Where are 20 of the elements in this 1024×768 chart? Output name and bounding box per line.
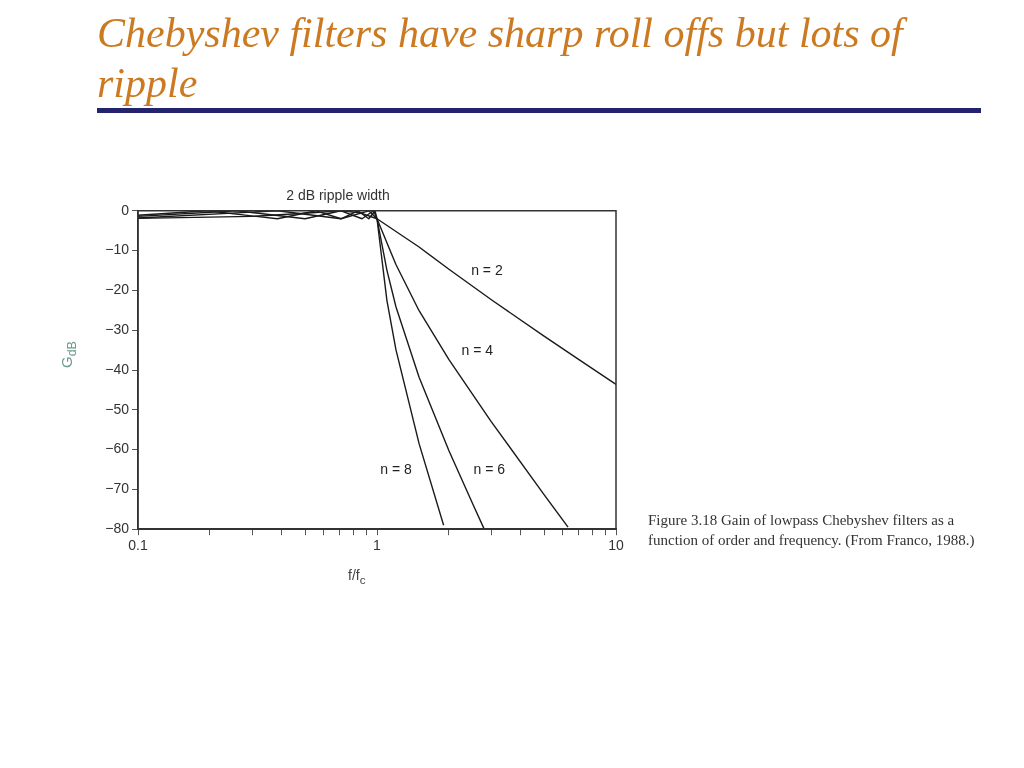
series-label: n = 2 <box>471 262 503 279</box>
chart-title: Chebyshev filters have sharp roll offs but lots of ripple <box>97 9 909 108</box>
series-label: n = 8 <box>380 461 413 478</box>
series-label: n = 6 <box>473 461 506 478</box>
y-tick-label: −50 <box>105 400 130 417</box>
y-tick-label: −80 <box>105 520 130 537</box>
y-tick-label: −20 <box>105 281 130 298</box>
x-tick-label: 10 <box>608 537 624 554</box>
y-tick-label: −30 <box>105 321 130 338</box>
y-tick-label: −10 <box>105 241 130 258</box>
x-tick-label: 0.1 <box>128 537 148 554</box>
series-label: n = 4 <box>461 341 494 358</box>
y-tick-label: −60 <box>105 440 130 457</box>
y-tick-label: 0 <box>121 201 130 218</box>
y-tick-label: −40 <box>105 360 130 377</box>
x-axis-title: f/f$_{c}$ <box>348 567 366 586</box>
chart-subtitle: 2 dB ripple width <box>286 187 390 204</box>
x-tick-label: 1 <box>373 537 382 554</box>
y-tick-label: −70 <box>105 480 130 497</box>
caption: Figure 3.18 Gain of lowpass Chebyshev filters as a function of order and frequency. (From Franco, 1988.) <box>648 511 976 550</box>
